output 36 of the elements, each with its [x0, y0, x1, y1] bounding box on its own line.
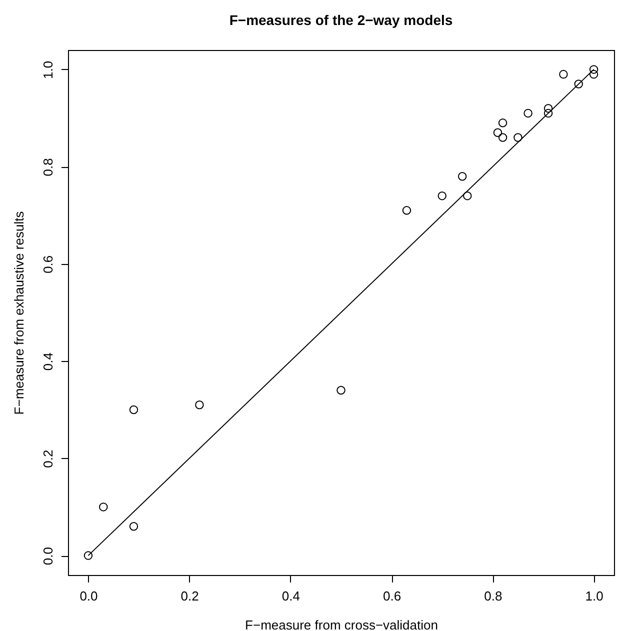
point	[559, 70, 568, 79]
point	[493, 128, 502, 138]
point	[402, 206, 412, 215]
chart-title: F−measures of the 2−way models	[229, 12, 453, 28]
point	[498, 118, 508, 128]
point	[195, 400, 204, 410]
x-tick-label: 0.8	[484, 588, 502, 604]
point	[84, 551, 93, 560]
x-tick-label: 0.6	[383, 588, 402, 604]
point	[514, 133, 522, 142]
x-axis-title: F−measure from cross−validation	[245, 618, 438, 631]
point	[129, 522, 138, 531]
point	[438, 191, 446, 200]
y-tick-label: 0.2	[40, 450, 56, 468]
point	[336, 386, 346, 395]
y-tick-label: 0.8	[40, 158, 56, 176]
y-tick-label: 0.0	[40, 547, 56, 566]
y-tick-label: 1.0	[40, 60, 56, 79]
point	[544, 108, 553, 118]
point	[544, 104, 553, 113]
point	[574, 80, 583, 88]
y-tick-label: 0.4	[40, 352, 56, 371]
x-tick-label: 1.0	[585, 588, 604, 604]
point	[498, 133, 508, 142]
point	[589, 65, 598, 74]
point	[458, 172, 467, 181]
y-tick-label: 0.6	[40, 255, 56, 274]
point	[99, 502, 108, 512]
x-tick-label: 0.4	[282, 588, 300, 604]
point	[589, 70, 598, 79]
point	[524, 108, 532, 118]
y-axis-title: F−measure from exhaustive results	[12, 210, 26, 415]
point	[129, 405, 138, 414]
x-tick-label: 0.0	[80, 588, 98, 604]
point	[463, 191, 472, 200]
x-tick-label: 0.2	[180, 588, 199, 604]
